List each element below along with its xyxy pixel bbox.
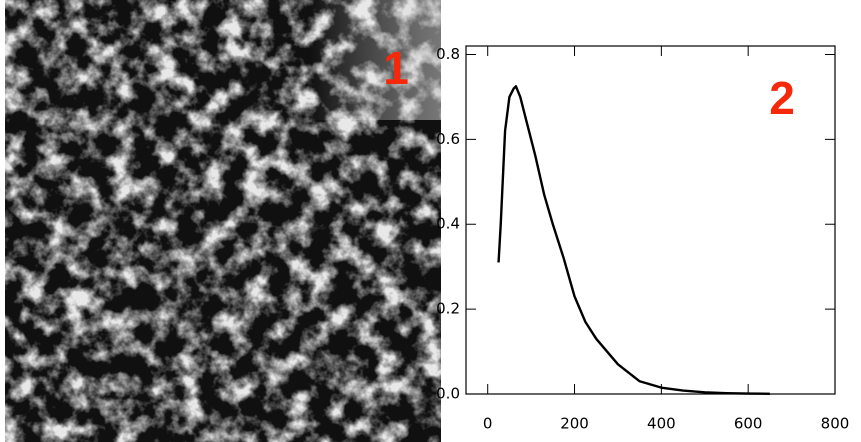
x-tick-label: 0	[483, 415, 493, 433]
y-tick-label: 0.6	[436, 130, 460, 148]
annotation: 1	[383, 42, 409, 94]
line	[497, 85, 770, 395]
satellite-image	[5, 0, 441, 442]
y-tick-label: 0.8	[436, 45, 460, 63]
y-tick-label: 0.2	[436, 300, 460, 318]
y-tick-label: 0.4	[436, 215, 460, 233]
x-tick-label: 200	[560, 415, 589, 433]
y-tick-label: 0.0	[436, 385, 460, 403]
x-tick-label: 600	[734, 415, 763, 433]
x-tick-label: 800	[821, 415, 850, 433]
x-tick-label: 400	[647, 415, 676, 433]
plot-frame	[465, 45, 836, 395]
annotation: 2	[769, 72, 795, 124]
